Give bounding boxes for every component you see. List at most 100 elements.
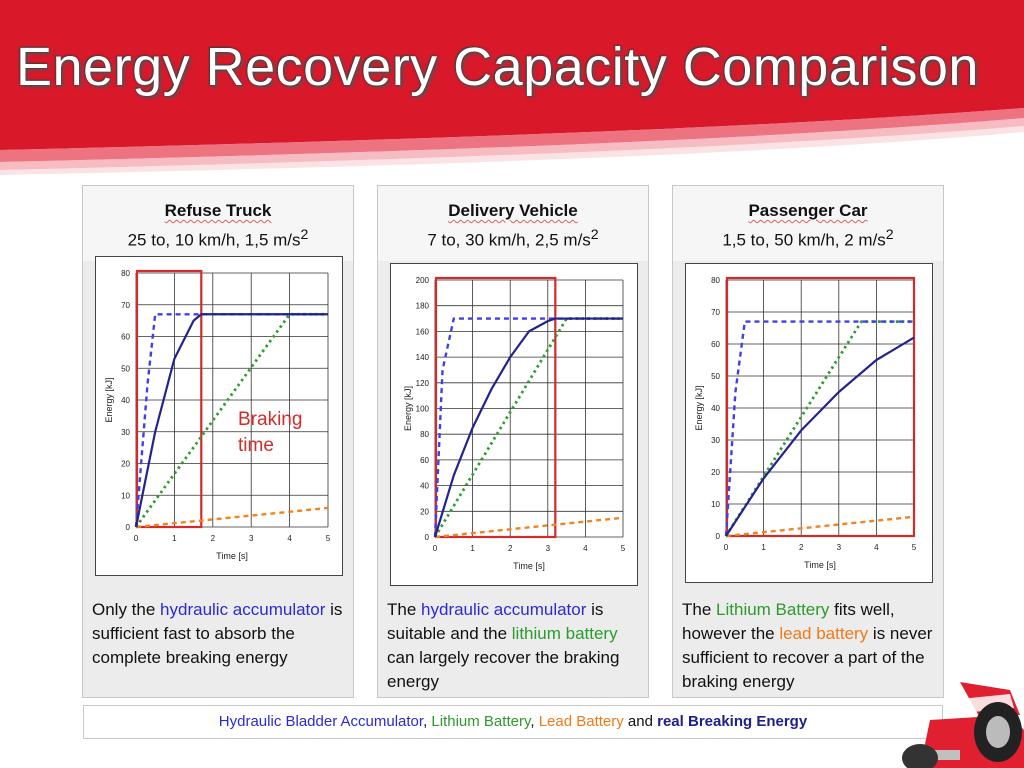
plot-frame: 0 10 20 30 40 50 60 70 80 0 1 2 3 4 5 Time [s] Energy [k… (685, 263, 933, 583)
series-line-lithium (724, 320, 914, 537)
series-line-real (433, 317, 623, 538)
panel-title: Passenger Car (748, 201, 868, 220)
x-tick-label: 5 (621, 544, 626, 553)
x-tick-label: 5 (912, 543, 917, 552)
x-tick-label: 0 (433, 544, 438, 553)
y-tick-label: 80 (420, 430, 429, 439)
series-line-hydraulic (433, 317, 623, 538)
x-axis-label: Time [s] (513, 561, 545, 571)
legend-entry: Lithium Battery (431, 713, 531, 730)
panel-passenger-car: Passenger Car 1,5 to, 50 km/h, 2 m/s2 0 1… (672, 185, 944, 698)
x-axis-label: Time [s] (804, 560, 836, 570)
legend-entry: real Breaking Energy (657, 713, 808, 730)
panel-subtitle: 1,5 to, 50 km/h, 2 m/s2 (722, 227, 894, 250)
y-tick-label: 0 (716, 532, 721, 541)
series-line-lead (135, 506, 329, 529)
panel-refuse-truck: Refuse Truck 25 to, 10 km/h, 1,5 m/s2 0 1… (82, 185, 354, 698)
description-segment: The (387, 600, 422, 619)
y-tick-label: 20 (121, 460, 130, 469)
legend-entry: and (623, 713, 658, 730)
y-tick-label: 30 (121, 428, 130, 437)
x-tick-label: 1 (761, 543, 766, 552)
series-line-lead (434, 516, 624, 539)
x-tick-label: 0 (724, 543, 729, 552)
series-line-real (725, 336, 915, 537)
y-tick-label: 160 (416, 327, 430, 336)
x-tick-label: 5 (326, 534, 331, 543)
title-banner (0, 0, 1024, 180)
y-tick-label: 70 (121, 301, 130, 310)
braking-time-annotation: Braking (238, 409, 302, 430)
y-tick-label: 40 (121, 396, 130, 405)
y-tick-label: 40 (711, 404, 720, 413)
energy-chart-refuse-truck: 0 10 20 30 40 50 60 70 80 0 1 2 3 4 5 Time [s] Energy [k… (104, 269, 331, 561)
y-tick-label: 10 (121, 491, 130, 500)
description-segment: Lithium Battery (716, 600, 830, 619)
y-tick-label: 40 (420, 482, 429, 491)
braking-time-box (434, 276, 557, 539)
description-segment: is never sufficient to recover a part of… (682, 624, 933, 691)
x-tick-label: 2 (799, 543, 804, 552)
energy-chart-delivery-vehicle: 0 20 40 60 80 100 120 140 160 180 200 0 1 2 3 4 5 Time [s… (403, 276, 626, 571)
description-segment: Only the (92, 600, 161, 619)
panel-header: Refuse Truck 25 to, 10 km/h, 1,5 m/s2 (83, 186, 353, 261)
y-tick-label: 0 (126, 523, 131, 532)
panel-description: The hydraulic accumulator is suitable an… (387, 598, 643, 694)
y-tick-label: 10 (711, 500, 720, 509)
description-segment: is sufficient fast to absorb the complet… (92, 600, 343, 667)
description-segment: hydraulic accumulator (421, 600, 587, 619)
panel-delivery-vehicle: Delivery Vehicle 7 to, 30 km/h, 2,5 m/s2… (377, 185, 649, 698)
slide-title: Energy Recovery Capacity Comparison (16, 37, 979, 97)
y-tick-label: 30 (711, 436, 720, 445)
legend-entry: Hydraulic Bladder Accumulator (218, 713, 424, 730)
panel-title: Delivery Vehicle (448, 201, 578, 220)
energy-chart-passenger-car: 0 10 20 30 40 50 60 70 80 0 1 2 3 4 5 Time [s] Energy [k… (694, 276, 917, 570)
x-tick-label: 2 (508, 544, 513, 553)
y-tick-label: 140 (416, 353, 430, 362)
y-tick-label: 100 (416, 405, 430, 414)
x-tick-label: 2 (211, 534, 216, 543)
panel-header: Passenger Car 1,5 to, 50 km/h, 2 m/s2 (673, 186, 943, 261)
legend-entry: , (530, 713, 539, 730)
description-segment: fits well, however the (682, 600, 895, 643)
y-tick-label: 60 (711, 340, 720, 349)
description-segment: The (682, 600, 717, 619)
y-tick-label: 200 (416, 276, 430, 285)
series-line-lithium (433, 317, 623, 538)
x-tick-label: 4 (287, 534, 292, 543)
y-tick-label: 50 (711, 372, 720, 381)
y-tick-label: 80 (711, 276, 720, 285)
y-axis-label: Energy [kJ] (403, 386, 413, 431)
braking-time-box (135, 269, 203, 529)
y-axis-label: Energy [kJ] (694, 385, 704, 430)
plot-frame: 0 20 40 60 80 100 120 140 160 180 200 0 1 2 3 4 5 Time [s… (390, 263, 638, 586)
braking-time-annotation: time (238, 435, 274, 456)
description-segment: lead battery (779, 624, 869, 643)
panel-description: The Lithium Battery fits well, however t… (682, 598, 938, 694)
y-tick-label: 180 (416, 302, 430, 311)
x-tick-label: 1 (470, 544, 475, 553)
panel-description: Only the hydraulic accumulator is suffic… (92, 598, 348, 670)
y-tick-label: 20 (711, 468, 720, 477)
panel-subtitle: 7 to, 30 km/h, 2,5 m/s2 (427, 227, 599, 250)
x-tick-label: 4 (583, 544, 588, 553)
panel-title: Refuse Truck (164, 201, 272, 220)
y-tick-label: 20 (420, 507, 429, 516)
y-tick-label: 50 (121, 364, 130, 373)
y-tick-label: 120 (416, 379, 430, 388)
series-line-real (134, 313, 328, 528)
y-tick-label: 60 (420, 456, 429, 465)
legend-entry: , (423, 713, 432, 730)
y-tick-label: 60 (121, 333, 130, 342)
series-line-hydraulic (724, 320, 914, 537)
x-tick-label: 3 (837, 543, 842, 552)
braking-time-box (725, 276, 916, 538)
x-tick-label: 3 (546, 544, 551, 553)
legend-entry: Lead Battery (538, 713, 624, 730)
description-segment: hydraulic accumulator (160, 600, 326, 619)
x-tick-label: 1 (172, 534, 177, 543)
series-legend: Hydraulic Bladder Accumulator, Lithium B… (83, 705, 943, 739)
panel-subtitle: 25 to, 10 km/h, 1,5 m/s2 (127, 227, 309, 250)
y-tick-label: 70 (711, 308, 720, 317)
description-segment: can largely recover the braking energy (387, 648, 620, 691)
